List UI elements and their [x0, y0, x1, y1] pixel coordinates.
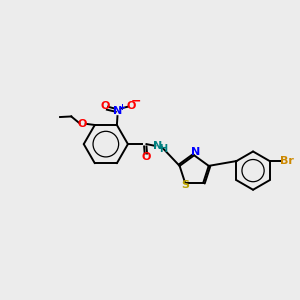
Text: Br: Br [280, 156, 294, 166]
Text: O: O [100, 100, 110, 111]
Text: S: S [181, 180, 189, 190]
Text: +: + [118, 103, 125, 112]
Text: −: − [131, 94, 142, 107]
Text: H: H [159, 144, 167, 154]
Text: O: O [141, 152, 151, 162]
Text: O: O [78, 119, 87, 129]
Text: N: N [153, 142, 163, 152]
Text: N: N [113, 106, 122, 116]
Text: O: O [126, 100, 135, 111]
Text: N: N [191, 147, 201, 158]
